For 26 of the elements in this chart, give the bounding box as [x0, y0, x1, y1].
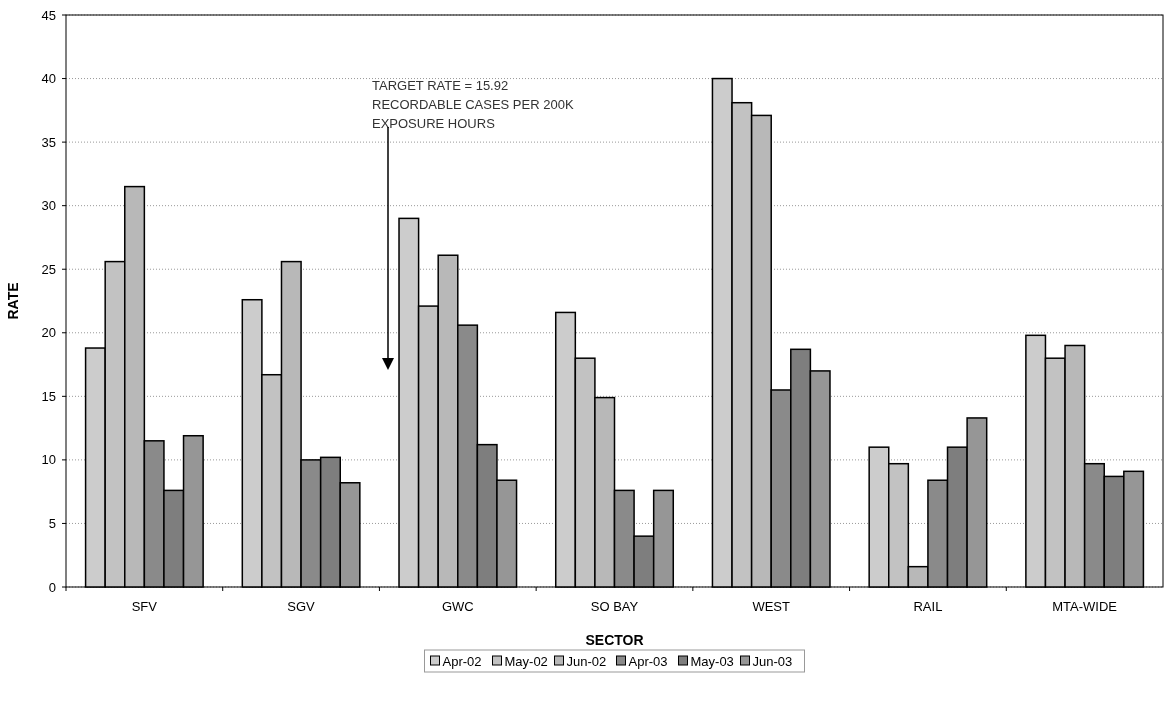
legend-label: May-02	[504, 653, 548, 669]
y-tick-label: 20	[41, 325, 56, 341]
x-tick-label: SFV	[131, 599, 158, 614]
y-tick-label: 45	[41, 7, 56, 23]
legend-label: Apr-03	[628, 653, 668, 669]
x-tick-label: MTA-WIDE	[1052, 599, 1118, 614]
x-tick-label: SGV	[287, 599, 316, 614]
legend-label: May-03	[690, 653, 734, 669]
x-tick-label: WEST	[752, 599, 791, 614]
x-tick-label: SO BAY	[590, 599, 639, 614]
y-tick-label: 15	[41, 388, 56, 404]
y-tick-label: 10	[41, 452, 56, 468]
y-tick-label: 30	[41, 198, 56, 214]
y-tick-label: 35	[41, 134, 56, 150]
legend-label: Jun-02	[566, 653, 607, 669]
legend-label: Jun-03	[752, 653, 793, 669]
y-tick-label: 5	[48, 515, 56, 531]
y-tick-label: 25	[41, 261, 56, 277]
annotation: TARGET RATE = 15.92 RECORDABLE CASES PER 200K EXPOSURE HOURS	[372, 78, 574, 131]
y-tick-label: 40	[41, 71, 56, 87]
y-axis-title: RATE	[5, 282, 21, 320]
legend-label: Apr-02	[442, 653, 482, 669]
x-tick-label: RAIL	[913, 599, 943, 614]
x-tick-label: GWC	[441, 599, 474, 614]
x-axis-title: SECTOR	[585, 632, 644, 648]
y-tick-label: 0	[48, 579, 56, 595]
